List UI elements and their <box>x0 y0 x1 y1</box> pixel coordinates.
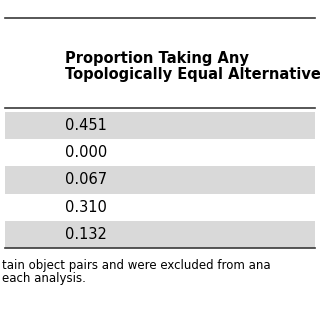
Text: Proportion Taking Any: Proportion Taking Any <box>65 52 249 67</box>
Text: tain object pairs and were excluded from ana: tain object pairs and were excluded from… <box>2 259 271 272</box>
Bar <box>5 166 315 194</box>
Bar <box>5 139 315 166</box>
Bar <box>5 221 315 248</box>
Text: each analysis.: each analysis. <box>2 272 86 285</box>
Text: 0.310: 0.310 <box>65 200 107 215</box>
Bar <box>5 194 315 221</box>
Text: 0.451: 0.451 <box>65 118 107 133</box>
Text: Topologically Equal Alternative: Topologically Equal Alternative <box>65 68 320 83</box>
Text: 0.000: 0.000 <box>65 145 107 160</box>
Text: 0.132: 0.132 <box>65 227 107 242</box>
Text: 0.067: 0.067 <box>65 172 107 188</box>
Bar <box>5 112 315 139</box>
